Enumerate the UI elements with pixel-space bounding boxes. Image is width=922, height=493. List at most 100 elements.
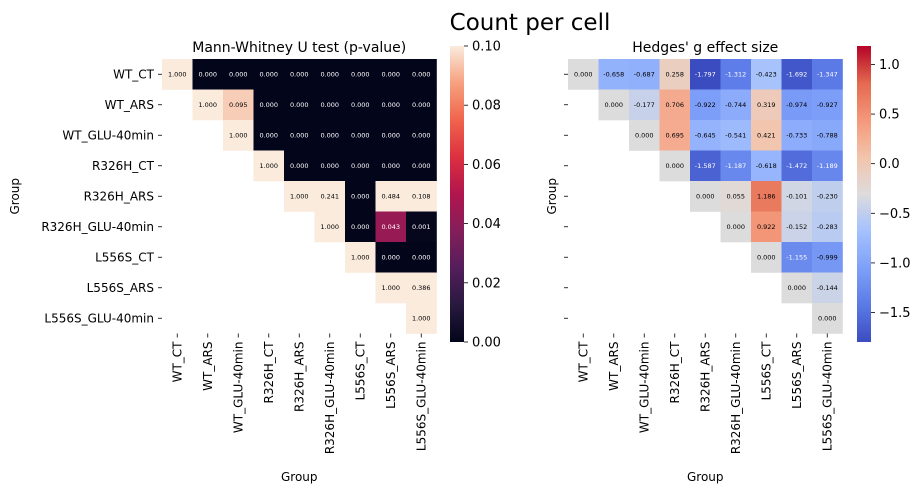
pvalue-cell-label: 0.000 [351, 223, 370, 231]
hedges-cell [812, 59, 843, 90]
hedges-x-tick-label: L556S_GLU-40min [820, 342, 834, 452]
hedges-cell-label: -0.101 [786, 192, 807, 200]
pvalue-cell-label: 0.000 [412, 131, 431, 139]
hedges-cell [690, 120, 721, 151]
pvalue-colorbar-gradient [450, 46, 464, 342]
hedges-colorbar-tick-label: 1.0 [879, 58, 900, 73]
pvalue-cell-label: 0.000 [381, 162, 400, 170]
pvalue-cell-label: 1.000 [259, 162, 278, 170]
hedges-colorbar: −1.5 −1.0 −0.5 0.0 0.5 1.0 [857, 46, 911, 342]
pvalue-x-tick-label: R326H_ARS [292, 342, 306, 412]
hedges-cell-label: 0.000 [635, 131, 654, 139]
pvalue-cell-label: 0.000 [412, 253, 431, 261]
pvalue-cell-label: 0.386 [412, 284, 431, 292]
pvalue-cell [375, 242, 407, 273]
pvalue-cell [162, 59, 193, 90]
pvalue-cell [223, 89, 254, 121]
hedges-cell [751, 89, 782, 121]
hedges-cell [720, 181, 752, 212]
hedges-cell-label: -0.974 [786, 101, 807, 109]
pvalue-cell-label: 0.000 [320, 70, 339, 78]
hedges-cell-label: 0.258 [665, 70, 684, 78]
hedges-cell [659, 59, 691, 90]
hedges-cell-label: 0.000 [726, 223, 745, 231]
hedges-cell-label: -1.472 [786, 162, 807, 170]
hedges-cell-label: -0.687 [634, 70, 655, 78]
hedges-cell [751, 242, 782, 273]
hedges-cell-label: 0.319 [757, 101, 776, 109]
pvalue-cell-label: 0.000 [320, 131, 339, 139]
pvalue-heatmap: Mann-Whitney U test (p-value) 1.000 0.000 0… [8, 40, 501, 485]
hedges-cell-label: 0.000 [787, 284, 806, 292]
pvalue-title: Mann-Whitney U test (p-value) [192, 40, 406, 56]
hedges-cell-label: -0.744 [725, 101, 746, 109]
pvalue-colorbar-tick-label: 0.06 [472, 158, 501, 173]
pvalue-cell [345, 59, 376, 90]
hedges-cell-label: 0.421 [757, 131, 776, 139]
hedges-cell-label: 0.000 [696, 192, 715, 200]
pvalue-cell [406, 59, 437, 90]
hedges-cell-label: -0.645 [695, 131, 716, 139]
pvalue-cell [284, 89, 315, 121]
hedges-cell [781, 120, 813, 151]
hedges-colorbar-tick-label: −1.0 [879, 256, 911, 271]
hedges-cell [751, 120, 782, 151]
hedges-cell [751, 150, 782, 182]
hedges-cell [812, 120, 843, 151]
hedges-cell-label: 0.922 [757, 223, 776, 231]
pvalue-cell [406, 211, 437, 243]
hedges-cell [568, 59, 599, 90]
pvalue-cell [406, 303, 437, 334]
pvalue-cell [345, 181, 376, 212]
hedges-cell-label: -1.797 [695, 70, 716, 78]
hedges-cell-label: -1.312 [725, 70, 746, 78]
hedges-cell-label: -1.189 [817, 162, 838, 170]
pvalue-y-tick-label: R326H_CT [92, 159, 155, 173]
pvalue-colorbar-tick-label: 0.00 [472, 336, 501, 351]
pvalue-cell [406, 120, 437, 151]
hedges-cell-label: 0.000 [665, 162, 684, 170]
hedges-cell-label: -0.618 [756, 162, 777, 170]
pvalue-colorbar-tick-label: 0.08 [472, 99, 501, 114]
pvalue-cell [253, 89, 285, 121]
pvalue-cell [375, 59, 407, 90]
pvalue-cell-label: 0.000 [259, 70, 278, 78]
pvalue-cell-label: 0.000 [351, 192, 370, 200]
pvalue-cell [406, 89, 437, 121]
hedges-cell [690, 89, 721, 121]
pvalue-cell [375, 211, 407, 243]
pvalue-cell-label: 0.001 [412, 223, 431, 231]
hedges-cell [781, 211, 813, 243]
pvalue-cell-label: 0.241 [320, 192, 339, 200]
hedges-x-tick-label: WT_GLU-40min [637, 342, 651, 434]
pvalue-cell-label: 0.000 [229, 70, 248, 78]
pvalue-cell [223, 59, 254, 90]
pvalue-cell [284, 150, 315, 182]
hedges-cell-label: 0.695 [665, 131, 684, 139]
hedges-cell-label: -0.788 [817, 131, 838, 139]
hedges-cell [812, 303, 843, 334]
pvalue-cell [375, 89, 407, 121]
pvalue-cell [345, 89, 376, 121]
hedges-cell-label: -0.144 [817, 284, 838, 292]
pvalue-cell [284, 181, 315, 212]
pvalue-cell [375, 181, 407, 212]
hedges-cell-label: -1.347 [817, 70, 838, 78]
pvalue-cell-label: 0.000 [259, 131, 278, 139]
hedges-cell-label: 0.000 [818, 314, 837, 322]
pvalue-colorbar: 0.00 0.02 0.04 0.06 0.08 0.10 [450, 40, 501, 351]
pvalue-x-tick-label: R326H_GLU-40min [323, 342, 337, 455]
pvalue-cell-label: 0.000 [351, 101, 370, 109]
hedges-x-tick-label: WT_CT [576, 341, 590, 383]
pvalue-cell-label: 0.000 [290, 162, 309, 170]
hedges-cell [812, 211, 843, 243]
pvalue-cell [345, 150, 376, 182]
pvalue-cell-label: 1.000 [381, 284, 400, 292]
hedges-cell-label: -0.283 [817, 223, 838, 231]
hedges-cell-label: -0.230 [817, 192, 838, 200]
pvalue-cell [314, 89, 346, 121]
pvalue-cell-label: 0.000 [381, 253, 400, 261]
pvalue-cell-label: 0.095 [229, 101, 248, 109]
hedges-cell [629, 59, 660, 90]
pvalue-cell [314, 150, 346, 182]
